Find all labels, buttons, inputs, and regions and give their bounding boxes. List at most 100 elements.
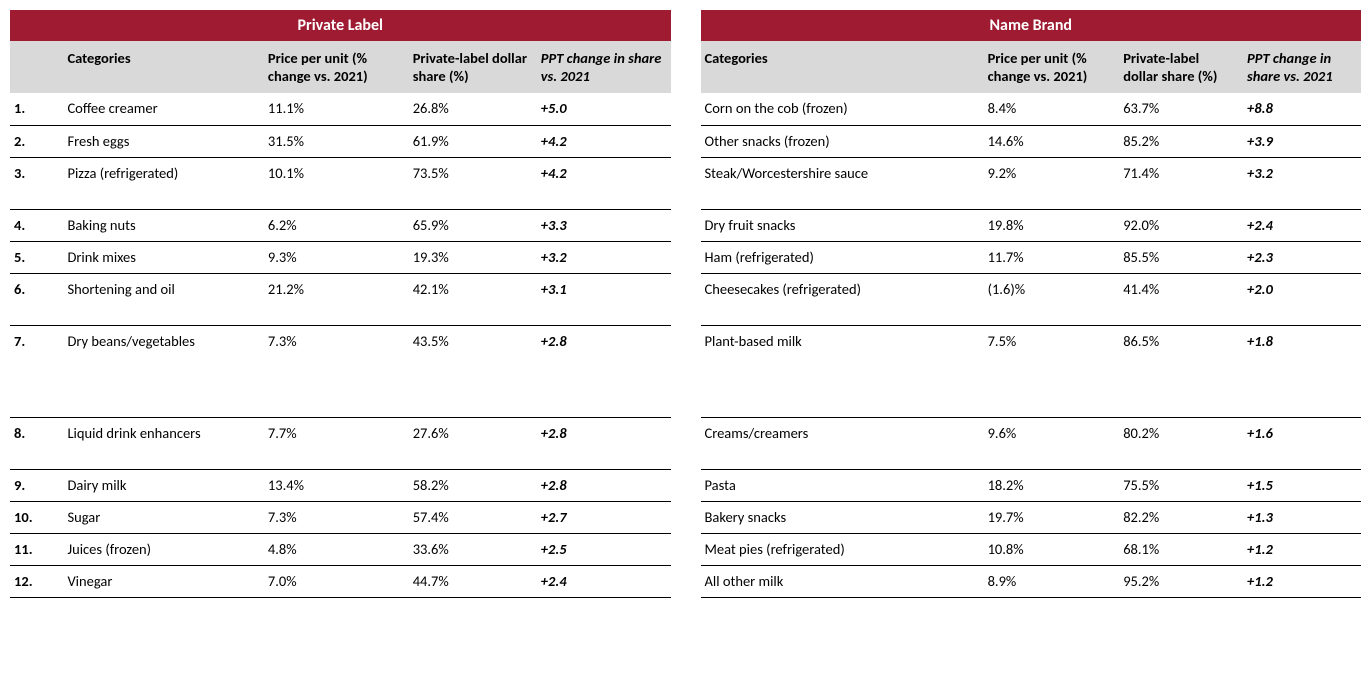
row-ppt: +4.2 [537, 157, 671, 209]
row-share: 19.3% [409, 241, 537, 273]
col-header-price: Price per unit (% change vs. 2021) [264, 41, 409, 93]
row-index: 9. [10, 469, 63, 501]
table-row: Steak/Worcestershire sauce9.2%71.4%+3.2 [701, 157, 1362, 209]
row-ppt: +1.8 [1243, 325, 1361, 417]
row-ppt: +2.5 [537, 533, 671, 565]
row-category: Dry beans/vegetables [63, 325, 263, 417]
table-row: Meat pies (refrigerated)10.8%68.1%+1.2 [701, 533, 1362, 565]
row-category: Meat pies (refrigerated) [701, 533, 984, 565]
row-ppt: +2.4 [1243, 209, 1361, 241]
table-row: Bakery snacks19.7%82.2%+1.3 [701, 501, 1362, 533]
row-ppt: +2.7 [537, 501, 671, 533]
row-index: 5. [10, 241, 63, 273]
row-category: Ham (refrigerated) [701, 241, 984, 273]
row-share: 71.4% [1119, 157, 1243, 209]
row-ppt: +4.2 [537, 125, 671, 157]
row-index: 7. [10, 325, 63, 417]
row-index: 6. [10, 273, 63, 325]
row-price: 19.7% [984, 501, 1120, 533]
table-header-row: Categories Price per unit (% change vs. … [701, 41, 1362, 93]
row-ppt: +1.3 [1243, 501, 1361, 533]
row-ppt: +1.5 [1243, 469, 1361, 501]
col-header-categories: Categories [63, 41, 263, 93]
row-price: 8.9% [984, 565, 1120, 597]
table-row: Other snacks (frozen)14.6%85.2%+3.9 [701, 125, 1362, 157]
row-category: Creams/creamers [701, 417, 984, 469]
row-price: 6.2% [264, 209, 409, 241]
row-share: 44.7% [409, 565, 537, 597]
row-category: Liquid drink enhancers [63, 417, 263, 469]
row-share: 68.1% [1119, 533, 1243, 565]
row-share: 85.5% [1119, 241, 1243, 273]
row-share: 33.6% [409, 533, 537, 565]
row-price: 10.1% [264, 157, 409, 209]
table-row: 9.Dairy milk13.4%58.2%+2.8 [10, 469, 671, 501]
row-ppt: +2.0 [1243, 273, 1361, 325]
table-row: 1.Coffee creamer11.1%26.8%+5.0 [10, 93, 671, 125]
table-row: 7.Dry beans/vegetables7.3%43.5%+2.8 [10, 325, 671, 417]
row-price: (1.6)% [984, 273, 1120, 325]
row-price: 7.0% [264, 565, 409, 597]
table-header-row: Categories Price per unit (% change vs. … [10, 41, 671, 93]
row-price: 14.6% [984, 125, 1120, 157]
row-share: 41.4% [1119, 273, 1243, 325]
row-category: Cheesecakes (refrigerated) [701, 273, 984, 325]
row-share: 85.2% [1119, 125, 1243, 157]
row-ppt: +3.2 [1243, 157, 1361, 209]
row-category: Plant-based milk [701, 325, 984, 417]
row-ppt: +3.9 [1243, 125, 1361, 157]
table-row: Pasta18.2%75.5%+1.5 [701, 469, 1362, 501]
row-category: Steak/Worcestershire sauce [701, 157, 984, 209]
table-row: All other milk8.9%95.2%+1.2 [701, 565, 1362, 597]
table-row: Plant-based milk7.5%86.5%+1.8 [701, 325, 1362, 417]
row-share: 86.5% [1119, 325, 1243, 417]
row-price: 10.8% [984, 533, 1120, 565]
table-row: 3.Pizza (refrigerated)10.1%73.5%+4.2 [10, 157, 671, 209]
row-share: 75.5% [1119, 469, 1243, 501]
row-price: 19.8% [984, 209, 1120, 241]
row-category: Dairy milk [63, 469, 263, 501]
row-category: Drink mixes [63, 241, 263, 273]
row-ppt: +2.8 [537, 469, 671, 501]
row-price: 8.4% [984, 93, 1120, 125]
name-brand-table: Name Brand Categories Price per unit (% … [701, 10, 1362, 598]
row-category: Dry fruit snacks [701, 209, 984, 241]
row-price: 21.2% [264, 273, 409, 325]
row-category: Bakery snacks [701, 501, 984, 533]
row-share: 92.0% [1119, 209, 1243, 241]
col-header-categories: Categories [701, 41, 984, 93]
row-share: 65.9% [409, 209, 537, 241]
row-ppt: +1.2 [1243, 565, 1361, 597]
row-category: Corn on the cob (frozen) [701, 93, 984, 125]
name-brand-body: Corn on the cob (frozen)8.4%63.7%+8.8Oth… [701, 93, 1362, 597]
row-ppt: +2.3 [1243, 241, 1361, 273]
col-header-ppt: PPT change in share vs. 2021 [537, 41, 671, 93]
row-category: Other snacks (frozen) [701, 125, 984, 157]
row-category: Baking nuts [63, 209, 263, 241]
row-price: 7.5% [984, 325, 1120, 417]
private-label-body: 1.Coffee creamer11.1%26.8%+5.02.Fresh eg… [10, 93, 671, 597]
table-row: 12.Vinegar7.0%44.7%+2.4 [10, 565, 671, 597]
table-title-row: Name Brand [701, 10, 1362, 41]
row-share: 42.1% [409, 273, 537, 325]
col-header-ppt: PPT change in share vs. 2021 [1243, 41, 1361, 93]
row-ppt: +1.6 [1243, 417, 1361, 469]
table-row: 4.Baking nuts6.2%65.9%+3.3 [10, 209, 671, 241]
row-ppt: +2.4 [537, 565, 671, 597]
row-category: Shortening and oil [63, 273, 263, 325]
row-category: All other milk [701, 565, 984, 597]
row-ppt: +3.3 [537, 209, 671, 241]
table-row: 8.Liquid drink enhancers7.7%27.6%+2.8 [10, 417, 671, 469]
row-ppt: +5.0 [537, 93, 671, 125]
row-share: 57.4% [409, 501, 537, 533]
row-category: Vinegar [63, 565, 263, 597]
row-share: 95.2% [1119, 565, 1243, 597]
table-row: Creams/creamers9.6%80.2%+1.6 [701, 417, 1362, 469]
row-index: 3. [10, 157, 63, 209]
private-label-table: Private Label Categories Price per unit … [10, 10, 671, 598]
col-header-price: Price per unit (% change vs. 2021) [984, 41, 1120, 93]
row-ppt: +3.2 [537, 241, 671, 273]
name-brand-panel: Name Brand Categories Price per unit (% … [701, 10, 1362, 598]
row-category: Pasta [701, 469, 984, 501]
row-ppt: +8.8 [1243, 93, 1361, 125]
